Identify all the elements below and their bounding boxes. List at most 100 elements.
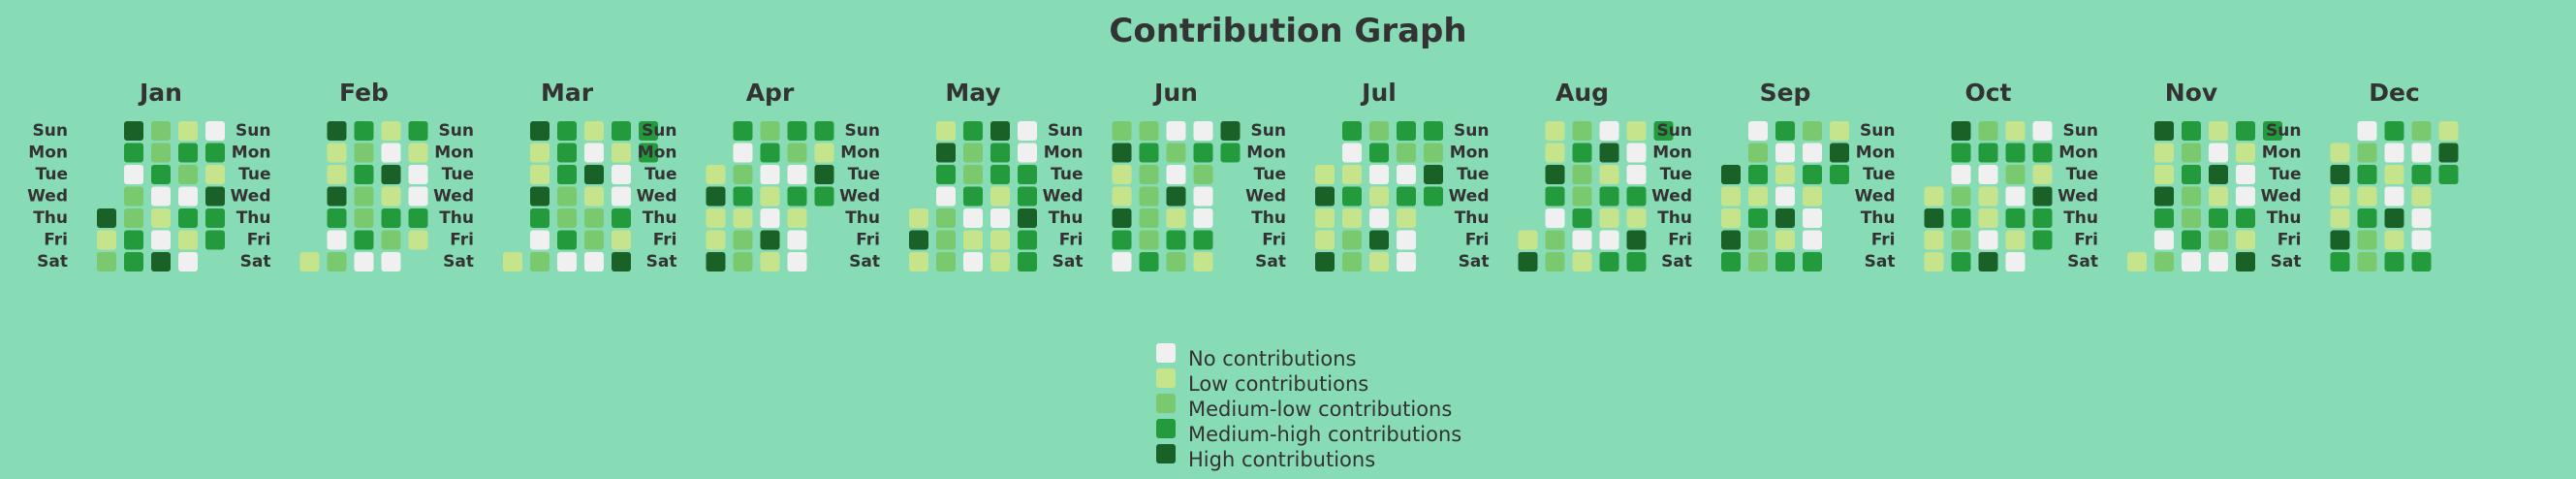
heatmap-cell [1342, 143, 1362, 163]
legend-label: Medium-high contributions [1188, 423, 1461, 446]
weekday-label: Sun [845, 121, 880, 141]
heatmap-cell [408, 143, 428, 163]
weekday-label: Thu [1455, 208, 1490, 228]
heatmap-cell [936, 186, 956, 207]
heatmap-cell [1803, 121, 1822, 141]
heatmap-cell [1193, 208, 1213, 228]
heatmap-cell [2411, 252, 2432, 271]
heatmap-cell [1424, 121, 1443, 141]
heatmap-cell [1951, 121, 1971, 141]
heatmap-cell [124, 208, 143, 228]
heatmap-cell [1599, 143, 1619, 163]
heatmap-cell [151, 186, 171, 207]
heatmap-cell [963, 186, 983, 207]
weekday-label: Fri [1059, 231, 1084, 250]
heatmap-cell [584, 165, 604, 184]
heatmap-cell [1397, 121, 1416, 141]
heatmap-cell [557, 121, 577, 141]
heatmap-cell [1018, 186, 1037, 207]
month-label: Nov [2165, 79, 2217, 107]
heatmap-cell [97, 208, 116, 228]
heatmap-cell [1220, 121, 1241, 141]
heatmap-cell [1626, 165, 1647, 184]
heatmap-cell [2005, 230, 2026, 250]
heatmap-cell [787, 230, 807, 250]
heatmap-cell [2154, 208, 2174, 228]
weekday-label: Sun [1048, 121, 1083, 141]
heatmap-cell [1721, 165, 1741, 184]
heatmap-cell [787, 165, 807, 184]
weekday-label: Thu [439, 208, 474, 228]
heatmap-cell [2357, 165, 2377, 184]
heatmap-cell [1369, 252, 1389, 271]
heatmap-cell [1397, 165, 1416, 184]
heatmap-cell [1978, 165, 1998, 184]
heatmap-cell [639, 143, 658, 163]
heatmap-cell [327, 165, 347, 184]
heatmap-cell [2263, 121, 2282, 141]
weekday-label: Fri [44, 231, 68, 250]
heatmap-cell [1572, 252, 1592, 271]
weekday-label: Tue [1254, 165, 1286, 184]
weekday-label: Wed [1855, 187, 1896, 207]
heatmap-cell [1626, 252, 1647, 271]
weekday-label: Sat [1255, 252, 1286, 271]
heatmap-cell [530, 208, 550, 228]
weekday-label: Mon [1450, 144, 1490, 163]
weekday-label: Mon [1652, 144, 1692, 163]
month-label: Dec [2369, 79, 2420, 107]
heatmap-cell [760, 208, 780, 228]
heatmap-cell [151, 143, 171, 163]
heatmap-cell [1803, 186, 1822, 207]
heatmap-cell [1599, 186, 1619, 207]
heatmap-cell [2384, 121, 2404, 141]
heatmap-cell [2209, 186, 2228, 207]
month-label: Jan [138, 79, 182, 107]
heatmap-cell [1978, 121, 1998, 141]
heatmap-cell [706, 165, 726, 184]
heatmap-cell [1924, 208, 1944, 228]
weekday-label: Tue [442, 165, 474, 184]
heatmap-cell [354, 165, 374, 184]
legend-label: Medium-low contributions [1188, 398, 1452, 421]
weekday-label: Tue [1863, 165, 1895, 184]
legend-item: No contributions [1156, 343, 1356, 370]
heatmap-cell [1803, 208, 1822, 228]
heatmap-cell [178, 252, 198, 271]
heatmap-cell [1978, 143, 1998, 163]
heatmap-cell [1572, 143, 1592, 163]
heatmap-cell [2005, 143, 2026, 163]
heatmap-cell [408, 165, 428, 184]
heatmap-cell [530, 186, 550, 207]
heatmap-cell [1721, 186, 1741, 207]
heatmap-cell [936, 165, 956, 184]
legend-label: High contributions [1188, 448, 1375, 471]
heatmap-cell [2357, 121, 2377, 141]
heatmap-cell [1924, 230, 1944, 250]
heatmap-cell [1018, 252, 1037, 271]
heatmap-cell [2154, 186, 2174, 207]
weekday-label: Thu [2267, 208, 2302, 228]
month-label: Feb [339, 79, 389, 107]
heatmap-cell [1653, 121, 1674, 141]
heatmap-cell [2357, 186, 2377, 207]
heatmap-cell [1748, 208, 1768, 228]
heatmap-cell [1112, 186, 1132, 207]
heatmap-cell [557, 143, 577, 163]
heatmap-cell [2411, 230, 2432, 250]
heatmap-cell [1139, 208, 1159, 228]
weekday-label: Thu [1861, 208, 1896, 228]
heatmap-cell [1572, 186, 1592, 207]
month-label: Apr [746, 79, 795, 107]
heatmap-cell [584, 186, 604, 207]
heatmap-cell [2209, 252, 2228, 271]
heatmap-cell [327, 143, 347, 163]
heatmap-cell [706, 230, 726, 250]
heatmap-cell [584, 208, 604, 228]
heatmap-cell [408, 230, 428, 250]
heatmap-cell [1139, 186, 1159, 207]
heatmap-cell [1830, 121, 1849, 141]
heatmap-cell [2154, 143, 2174, 163]
